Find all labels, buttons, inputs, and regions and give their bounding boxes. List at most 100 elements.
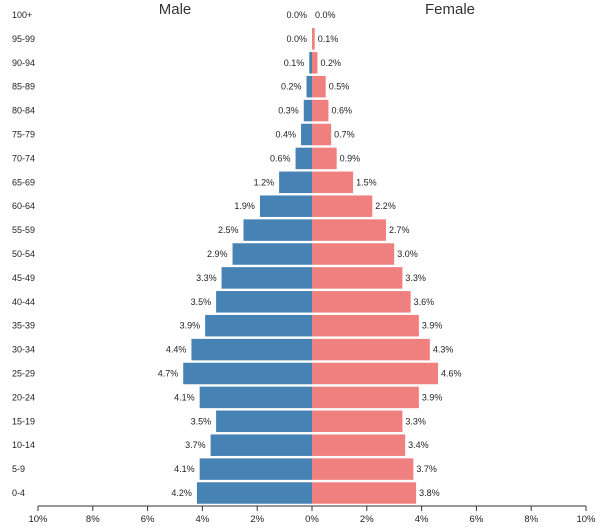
male-bar-30-34 [191,338,312,361]
age-label-5-9: 5-9 [12,464,25,474]
female-title: Female [425,1,475,18]
x-tick-label-10: 10% [576,514,596,525]
male-title: Male [159,1,192,18]
female-value-label-10-14: 3.4% [408,440,429,450]
female-value-label-15-19: 3.3% [405,416,426,426]
female-bar-45-49 [312,267,403,289]
female-value-label-95-99: 0.1% [318,34,339,44]
male-value-label-25-29: 4.7% [158,369,179,379]
female-value-label-90-94: 0.2% [320,58,341,68]
male-value-label-20-24: 4.1% [174,392,195,402]
male-value-label-100plus: 0.0% [286,10,307,20]
age-label-50-54: 50-54 [12,249,35,259]
male-bar-40-44 [216,291,312,313]
x-tick-label-3: 4% [196,514,210,525]
female-bar-15-19 [312,410,403,433]
male-value-label-55-59: 2.5% [218,225,239,235]
male-value-label-80-84: 0.3% [278,106,299,116]
female-value-label-100plus: 0.0% [315,10,336,20]
age-label-40-44: 40-44 [12,297,35,307]
age-label-20-24: 20-24 [12,392,35,402]
male-value-label-0-4: 4.2% [171,488,192,498]
female-bar-50-54 [312,243,395,265]
male-value-label-85-89: 0.2% [281,82,302,92]
female-bar-75-79 [312,123,332,146]
male-bar-75-79 [301,123,312,146]
male-bar-15-19 [216,410,312,433]
female-value-label-0-4: 3.8% [419,488,440,498]
male-bar-45-49 [221,267,312,289]
age-label-35-39: 35-39 [12,321,35,331]
age-label-100plus: 100+ [12,10,32,20]
age-label-80-84: 80-84 [12,106,35,116]
axes-layer: 10% 8% 6% 4% 2% 0% 2% 4% 6% 8% 10% [28,505,596,525]
female-bar-5-9 [312,458,414,480]
x-tick-label-0: 10% [28,514,48,525]
female-bar-40-44 [312,291,411,313]
age-label-10-14: 10-14 [12,440,35,450]
male-value-label-60-64: 1.9% [234,201,255,211]
female-bar-65-69 [312,171,354,194]
male-value-label-95-99: 0.0% [286,34,307,44]
female-bar-80-84 [312,99,329,122]
male-value-label-5-9: 4.1% [174,464,195,474]
female-value-label-45-49: 3.3% [405,273,426,283]
male-value-label-75-79: 0.4% [276,130,297,140]
female-value-label-35-39: 3.9% [422,321,443,331]
female-value-label-5-9: 3.7% [416,464,437,474]
male-bar-20-24 [199,386,312,409]
male-bar-55-59 [243,219,312,241]
x-tick-label-4: 2% [250,514,264,525]
male-bar-35-39 [205,314,312,337]
male-value-label-70-74: 0.6% [270,153,291,163]
female-bar-55-59 [312,219,386,241]
x-tick-label-2: 6% [141,514,155,525]
female-value-label-20-24: 3.9% [422,392,443,402]
female-bar-60-64 [312,195,373,217]
bars-layer [183,28,439,504]
age-label-15-19: 15-19 [12,416,35,426]
female-bar-90-94 [312,52,318,74]
female-value-label-40-44: 3.6% [414,297,435,307]
female-value-label-75-79: 0.7% [334,130,355,140]
female-value-label-65-69: 1.5% [356,177,377,187]
male-value-label-45-49: 3.3% [196,273,217,283]
x-tick-label-7: 4% [415,514,429,525]
male-bar-25-29 [183,362,312,385]
female-bar-0-4 [312,482,417,504]
female-bar-10-14 [312,434,406,456]
age-label-95-99: 95-99 [12,34,35,44]
male-bar-90-94 [309,52,312,74]
female-value-label-25-29: 4.6% [441,369,462,379]
age-label-55-59: 55-59 [12,225,35,235]
male-bar-10-14 [210,434,312,456]
female-value-label-60-64: 2.2% [375,201,396,211]
female-bar-95-99 [312,28,315,50]
age-label-75-79: 75-79 [12,130,35,140]
male-bar-50-54 [232,243,312,265]
age-label-25-29: 25-29 [12,369,35,379]
female-bar-20-24 [312,386,419,409]
male-bar-0-4 [196,482,312,504]
male-value-label-10-14: 3.7% [185,440,206,450]
female-value-label-70-74: 0.9% [340,153,361,163]
male-bar-60-64 [259,195,312,217]
female-value-label-80-84: 0.6% [331,106,352,116]
age-label-85-89: 85-89 [12,82,35,92]
male-bar-80-84 [303,99,312,122]
female-bar-70-74 [312,147,337,170]
female-bar-35-39 [312,314,419,337]
age-label-60-64: 60-64 [12,201,35,211]
age-label-30-34: 30-34 [12,345,35,355]
age-label-90-94: 90-94 [12,58,35,68]
female-value-label-55-59: 2.7% [389,225,410,235]
male-bar-5-9 [199,458,312,480]
x-tick-label-6: 2% [360,514,374,525]
female-bar-85-89 [312,75,326,98]
age-label-45-49: 45-49 [12,273,35,283]
female-value-label-85-89: 0.5% [329,82,350,92]
male-bar-85-89 [306,75,312,98]
male-value-label-30-34: 4.4% [166,345,187,355]
male-value-label-15-19: 3.5% [191,416,212,426]
